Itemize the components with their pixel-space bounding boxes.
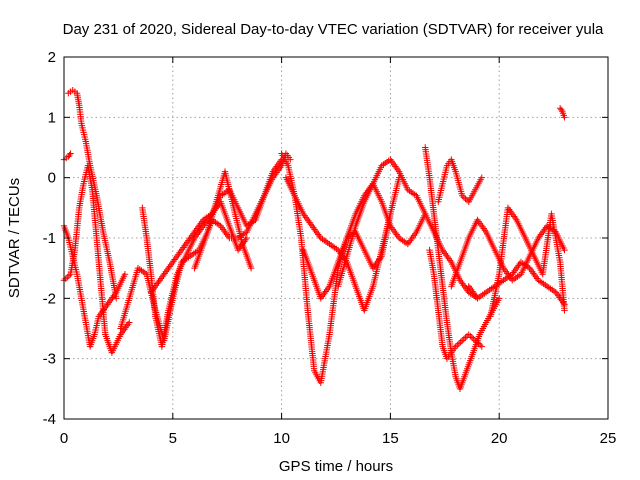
data-point	[452, 343, 459, 350]
data-points	[60, 86, 568, 393]
chart-title: Day 231 of 2020, Sidereal Day-to-day VTE…	[63, 21, 604, 38]
series-arc-19	[556, 105, 568, 121]
series-arc-3	[60, 150, 74, 163]
data-point	[66, 151, 73, 159]
series-arc-6	[139, 198, 250, 350]
series-arc-14	[426, 246, 485, 362]
x-axis-title: GPS time / hours	[279, 458, 393, 475]
data-point	[470, 335, 477, 343]
data-point	[561, 307, 568, 314]
y-tick-label: -4	[43, 411, 56, 428]
y-axis-title: SDTVAR / TECUs	[6, 178, 23, 298]
data-point	[459, 337, 466, 344]
data-point	[472, 337, 479, 344]
data-point	[460, 194, 468, 201]
data-point	[558, 106, 565, 113]
x-tick-label: 0	[60, 430, 68, 447]
data-point	[67, 150, 74, 157]
data-point	[460, 335, 468, 343]
data-point	[478, 174, 485, 181]
data-point	[121, 271, 129, 278]
x-tick-label: 15	[382, 430, 399, 447]
data-point	[243, 234, 250, 242]
data-point	[476, 341, 484, 349]
data-point	[462, 195, 469, 202]
x-tick-label: 10	[273, 430, 290, 447]
axis-ticks: 0 5 10 15 20 25 -4 -3 -2 -1 0 1 2	[43, 49, 617, 447]
data-point	[287, 156, 294, 163]
data-point	[64, 274, 71, 281]
data-point	[462, 334, 469, 341]
data-point	[65, 272, 73, 279]
data-point	[475, 340, 482, 347]
data-point	[126, 319, 133, 326]
data-point	[463, 197, 471, 204]
data-point	[473, 338, 481, 346]
data-point	[561, 246, 568, 254]
x-tick-label: 20	[491, 430, 508, 447]
data-point	[468, 334, 476, 341]
series-arc-13	[422, 144, 503, 393]
data-point	[113, 295, 120, 302]
x-tick-label: 5	[169, 430, 177, 447]
data-point	[496, 295, 503, 302]
series-arc-17	[465, 258, 568, 308]
data-point	[455, 340, 463, 347]
y-tick-label: 2	[48, 49, 56, 66]
y-tick-label: 0	[48, 170, 56, 187]
y-tick-label: -3	[43, 351, 56, 368]
data-point	[467, 332, 474, 340]
data-point	[457, 338, 464, 346]
data-point	[478, 343, 485, 350]
series-arc-18	[487, 204, 568, 320]
series-arc-8	[191, 150, 294, 272]
y-tick-label: -2	[43, 290, 56, 307]
series-arc-2	[60, 222, 129, 350]
data-point	[465, 331, 472, 338]
x-tick-label: 25	[600, 430, 617, 447]
y-tick-label: 1	[48, 109, 56, 126]
y-tick-label: -1	[43, 230, 56, 247]
series-arc-4	[65, 86, 120, 302]
data-point	[459, 192, 466, 199]
data-point	[247, 264, 255, 272]
series-arc-15	[435, 156, 485, 205]
data-point	[561, 114, 568, 121]
data-point	[62, 275, 69, 282]
data-point	[454, 341, 461, 349]
